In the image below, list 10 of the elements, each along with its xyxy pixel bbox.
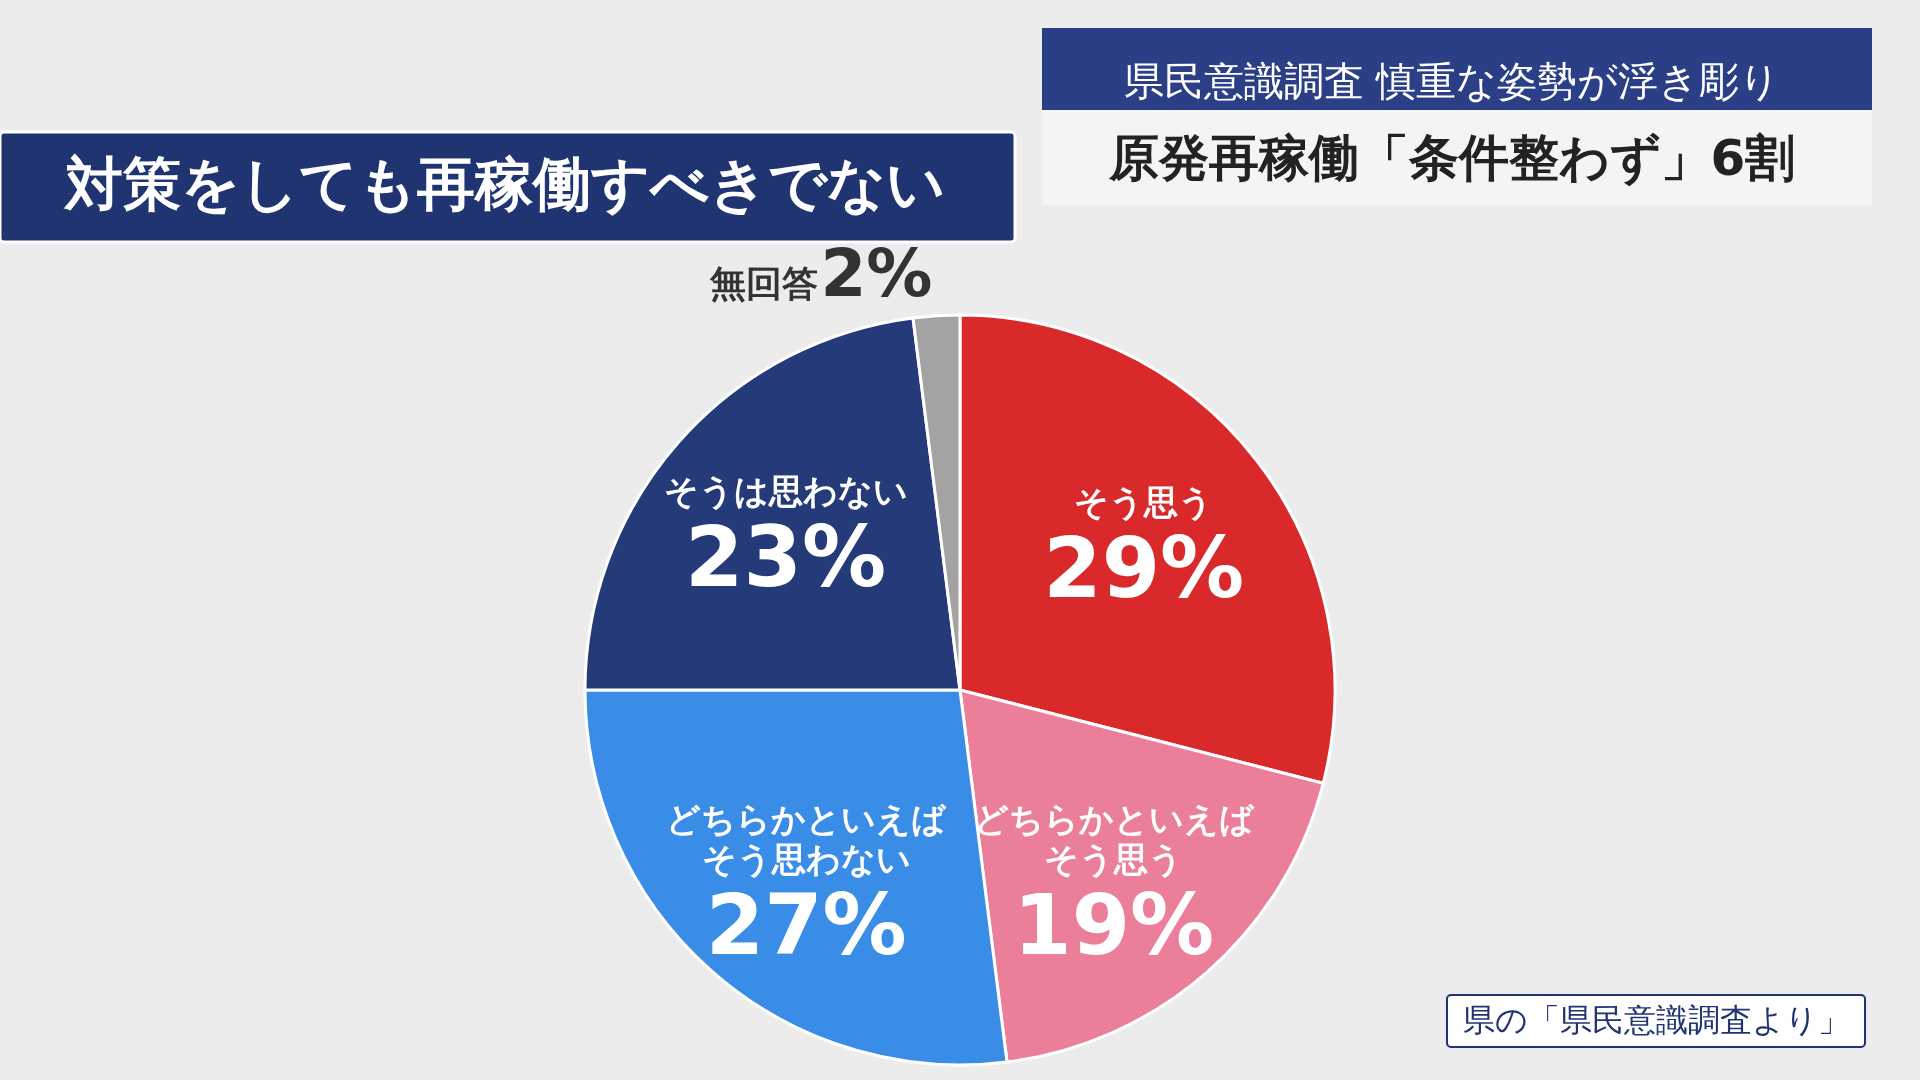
- slice-label: どちらかといえばそう思わない: [666, 799, 948, 880]
- text: 県の「県民意識調査より」: [1462, 1001, 1850, 1039]
- text: 県民意識調査 慎重な姿勢が浮き彫り: [1123, 58, 1781, 104]
- chart-title: 対策をしても再稼働すべきでない: [63, 150, 945, 218]
- slice-label: どちらかといえばそう思う: [973, 799, 1255, 880]
- text: 原発再稼働「条件整わず」6割: [1107, 129, 1796, 187]
- slice-label: そうは思わない: [663, 471, 908, 512]
- slice-label: 無回答: [709, 262, 819, 304]
- data-label: 2%: [820, 234, 933, 312]
- slice-label: そう思う: [1074, 482, 1214, 523]
